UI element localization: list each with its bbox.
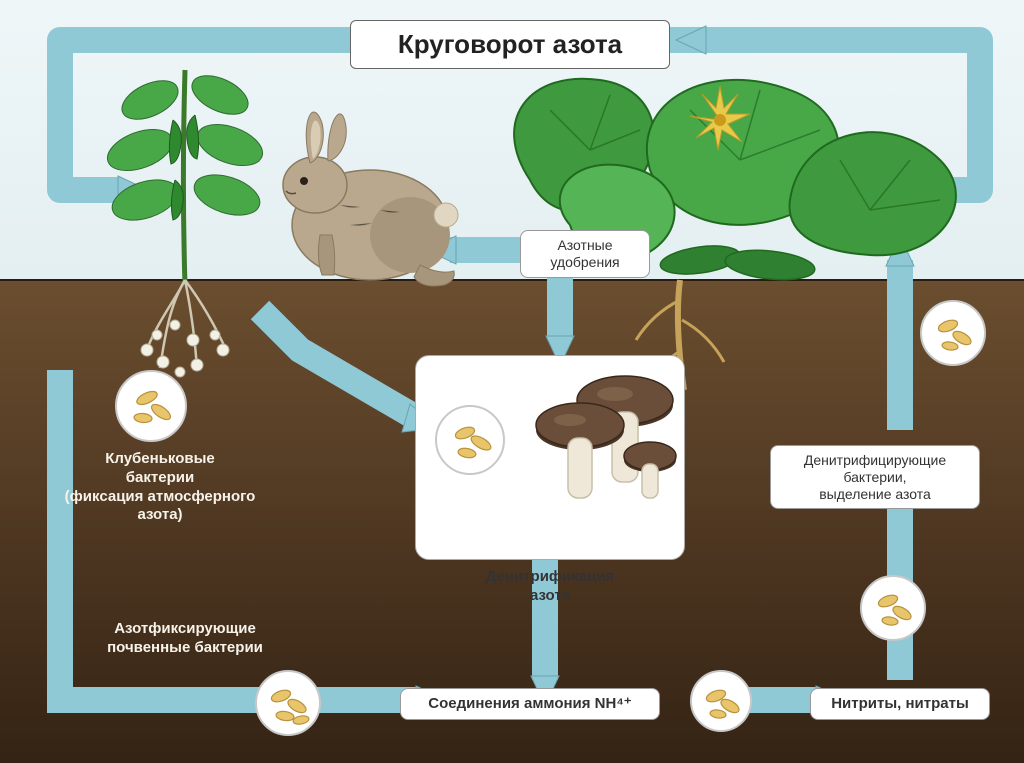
ammonium-box: Соединения аммония NH⁴⁺ — [400, 688, 660, 720]
nitrites-box: Нитриты, нитраты — [810, 688, 990, 720]
bacteria-icon-soil-nfix — [255, 670, 321, 736]
bacteria-icon-nitrifying — [690, 670, 752, 732]
denitrifying-bacteria-label: Денитрифицирующие бактерии, выделение аз… — [770, 445, 980, 509]
denitrification-label: Денитрификация азота — [455, 568, 645, 606]
bacteria-icon-nodule — [115, 370, 187, 442]
bacteria-icon-right-top — [920, 300, 986, 366]
nodule-bacteria-label: Клубеньковые бактерии (фиксация атмосфер… — [60, 450, 260, 525]
bacteria-icon-denitrification — [435, 405, 505, 475]
soil-nfixers-label: Азотфиксирующие почвенные бактерии — [85, 620, 285, 658]
bacteria-icon-right-mid — [860, 575, 926, 641]
diagram-canvas: Круговорот азота — [0, 0, 1024, 763]
